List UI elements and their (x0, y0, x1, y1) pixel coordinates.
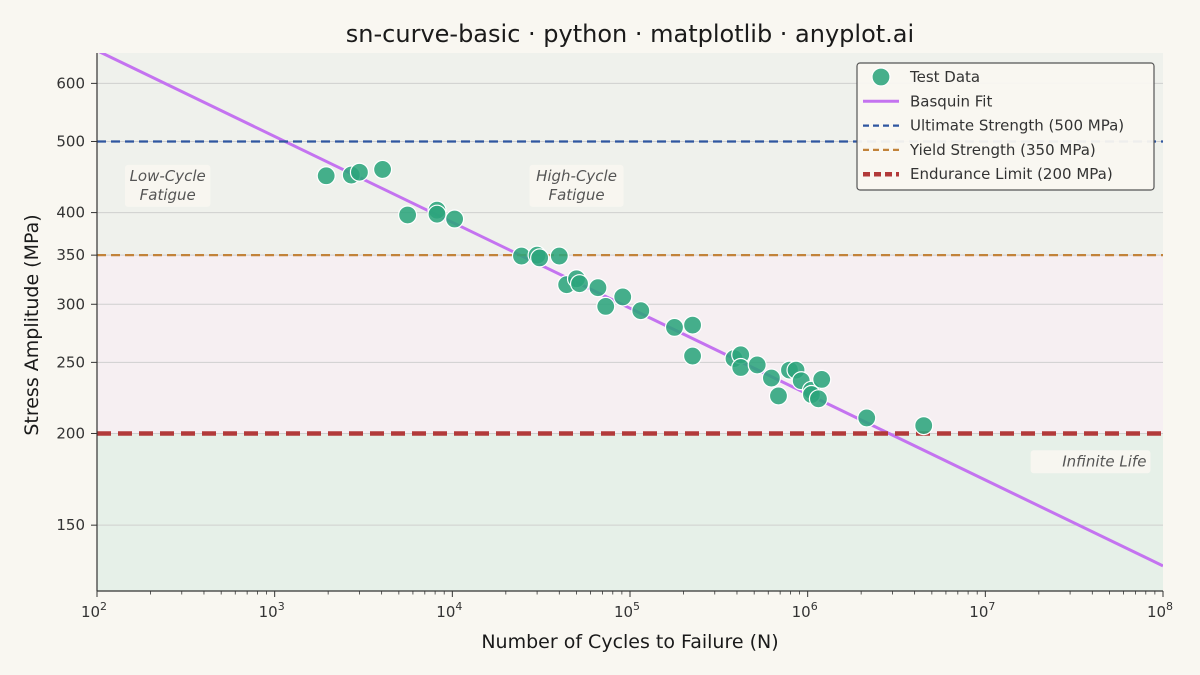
legend-entry: Ultimate Strength (500 MPa) (863, 117, 1124, 135)
plot-area (97, 53, 1163, 568)
data-point (316, 166, 336, 186)
annotation-box (529, 164, 624, 207)
legend-marker (871, 67, 891, 87)
annotation-box (125, 164, 211, 207)
annotation-box (1030, 450, 1151, 474)
data-point (914, 416, 934, 436)
y-tick-label: 200 (56, 424, 85, 442)
data-point (768, 386, 789, 406)
legend-label: Test Data (909, 68, 980, 86)
annotation-text: High-Cycle (536, 167, 617, 185)
y-tick-label: 250 (56, 353, 85, 371)
y-axis-label: Stress Amplitude (MPa) (21, 214, 43, 435)
region-band-0 (97, 433, 1163, 591)
legend-label: Basquin Fit (910, 92, 992, 110)
data-point (747, 355, 767, 375)
y-tick-label: 400 (56, 204, 85, 222)
legend-entry: Basquin Fit (863, 92, 992, 110)
y-tick-label: 150 (56, 516, 85, 534)
data-point (682, 315, 703, 335)
annotation-text: Infinite Life (1062, 452, 1146, 470)
data-point (427, 204, 447, 224)
x-tick-label: 107 (969, 600, 995, 621)
y-tick-label: 500 (56, 132, 85, 150)
data-point (613, 287, 633, 307)
annotation-text: Low-Cycle (130, 167, 206, 185)
annotation-2: Infinite Life (1030, 450, 1151, 474)
x-axis-ticks: 102 103 104 105 106 107 108 (81, 591, 1173, 621)
data-point (761, 368, 782, 388)
x-tick-label: 106 (792, 600, 818, 621)
data-point (569, 274, 590, 294)
data-point (731, 357, 751, 378)
x-axis-label: Number of Cycles to Failure (N) (481, 631, 778, 653)
x-tick-label: 102 (81, 600, 107, 621)
legend-entry: Yield Strength (350 MPa) (863, 141, 1096, 159)
data-point (808, 389, 829, 409)
x-tick-label: 103 (259, 600, 285, 621)
data-point (857, 408, 877, 428)
annotation-text: Fatigue (140, 186, 196, 204)
data-point (349, 162, 370, 182)
data-point (664, 317, 685, 337)
data-point (530, 248, 550, 268)
region-band-1 (97, 255, 1163, 434)
legend-label: Ultimate Strength (500 MPa) (910, 117, 1124, 135)
legend: Test Data Basquin Fit Ultimate Strength (5… (856, 62, 1155, 191)
chart-title: sn-curve-basic · python · matplotlib · a… (346, 20, 914, 48)
data-point (372, 159, 393, 180)
x-tick-label: 104 (436, 600, 462, 621)
data-point (397, 205, 418, 225)
basquin-fit-line (98, 53, 1163, 568)
legend-entry: Test Data (871, 67, 980, 87)
data-point (445, 209, 465, 229)
data-point (631, 301, 651, 321)
x-tick-label: 108 (1147, 600, 1173, 621)
y-tick-label: 600 (56, 74, 85, 92)
data-point (596, 296, 616, 316)
data-point (682, 346, 703, 366)
legend-label: Yield Strength (350 MPa) (909, 141, 1096, 159)
y-tick-label: 300 (56, 295, 85, 313)
legend-box (856, 62, 1155, 191)
series-lines (97, 53, 1163, 568)
region-annotations: Low-CycleFatigueHigh-CycleFatigueInfinit… (125, 164, 1151, 474)
data-point (812, 369, 832, 389)
annotation-text: Fatigue (548, 186, 604, 204)
legend-label: Endurance Limit (200 MPa) (910, 165, 1113, 183)
data-point (588, 278, 608, 298)
y-tick-label: 350 (56, 246, 85, 264)
data-points (316, 159, 934, 436)
x-tick-label: 105 (614, 600, 640, 621)
y-axis-ticks: 150 200 250 300 350 400 500 600 (56, 74, 97, 534)
data-point (549, 246, 569, 266)
legend-entry: Endurance Limit (200 MPa) (863, 165, 1113, 183)
